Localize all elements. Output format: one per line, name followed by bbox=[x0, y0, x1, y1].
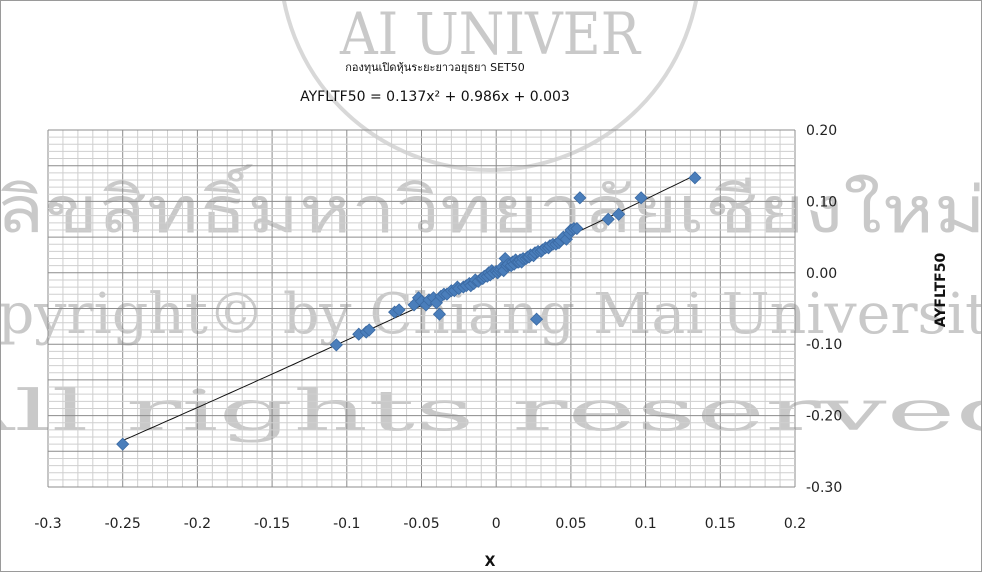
y-tick-label: -0.30 bbox=[806, 480, 842, 496]
y-tick-label: 0.10 bbox=[806, 194, 837, 210]
x-tick-label: 0.05 bbox=[555, 516, 586, 532]
data-point bbox=[570, 221, 584, 236]
y-axis-title: AYFLTF50 bbox=[933, 253, 949, 328]
chart-title: กองทุนเปิดหุ้นระยะยาวอยุธยา SET50 bbox=[345, 61, 525, 74]
data-points bbox=[116, 171, 702, 451]
x-tick-label: -0.3 bbox=[34, 516, 61, 532]
grid bbox=[47, 129, 796, 488]
x-axis-ticks: -0.3 -0.25 -0.2 -0.15 -0.1 -0.05 0 0.05 0.1 0.15 0… bbox=[34, 516, 806, 532]
data-point bbox=[612, 207, 626, 221]
watermark: AI UNIVER ลิขสิทธิ์มหาวิทยาลัยเชียงใหม่ … bbox=[0, 0, 982, 444]
x-tick-label: -0.2 bbox=[184, 516, 211, 532]
x-tick-label: -0.15 bbox=[254, 516, 290, 532]
y-tick-label: -0.10 bbox=[806, 337, 842, 353]
data-point bbox=[329, 338, 343, 352]
data-point bbox=[573, 191, 587, 205]
watermark-arc-text: AI UNIVER bbox=[339, 0, 642, 68]
data-point bbox=[634, 191, 648, 205]
x-tick-label: 0.2 bbox=[784, 516, 806, 532]
data-point bbox=[362, 323, 376, 337]
y-tick-label: -0.20 bbox=[806, 409, 842, 425]
trendline bbox=[122, 174, 696, 441]
watermark-line-2: Copyright© by Chiang Mai University bbox=[0, 282, 982, 347]
data-point bbox=[432, 307, 446, 321]
trendline-equation: AYFLTF50 = 0.137x² + 0.986x + 0.003 bbox=[300, 89, 570, 105]
watermark-seal-ring bbox=[281, 0, 699, 172]
x-tick-label: 0.1 bbox=[634, 516, 656, 532]
x-tick-label: 0 bbox=[492, 516, 501, 532]
y-tick-label: 0.00 bbox=[806, 266, 837, 282]
trendline-layer bbox=[122, 174, 696, 441]
x-axis-title: X bbox=[485, 554, 496, 570]
x-tick-label: -0.1 bbox=[333, 516, 360, 532]
x-tick-label: 0.15 bbox=[705, 516, 736, 532]
x-tick-label: -0.05 bbox=[403, 516, 439, 532]
watermark-line-1: ลิขสิทธิ์มหาวิทยาลัยเชียงใหม่ bbox=[0, 164, 982, 248]
y-axis-ticks: 0.20 0.10 0.00 -0.10 -0.20 -0.30 bbox=[806, 123, 842, 496]
data-point bbox=[601, 212, 615, 226]
watermark-line-3: All rights reserved bbox=[0, 379, 982, 444]
data-point bbox=[529, 312, 544, 326]
y-tick-label: 0.20 bbox=[806, 123, 837, 139]
data-point bbox=[116, 437, 130, 451]
x-tick-label: -0.25 bbox=[105, 516, 141, 532]
data-point bbox=[688, 171, 702, 185]
data-point bbox=[392, 303, 406, 317]
